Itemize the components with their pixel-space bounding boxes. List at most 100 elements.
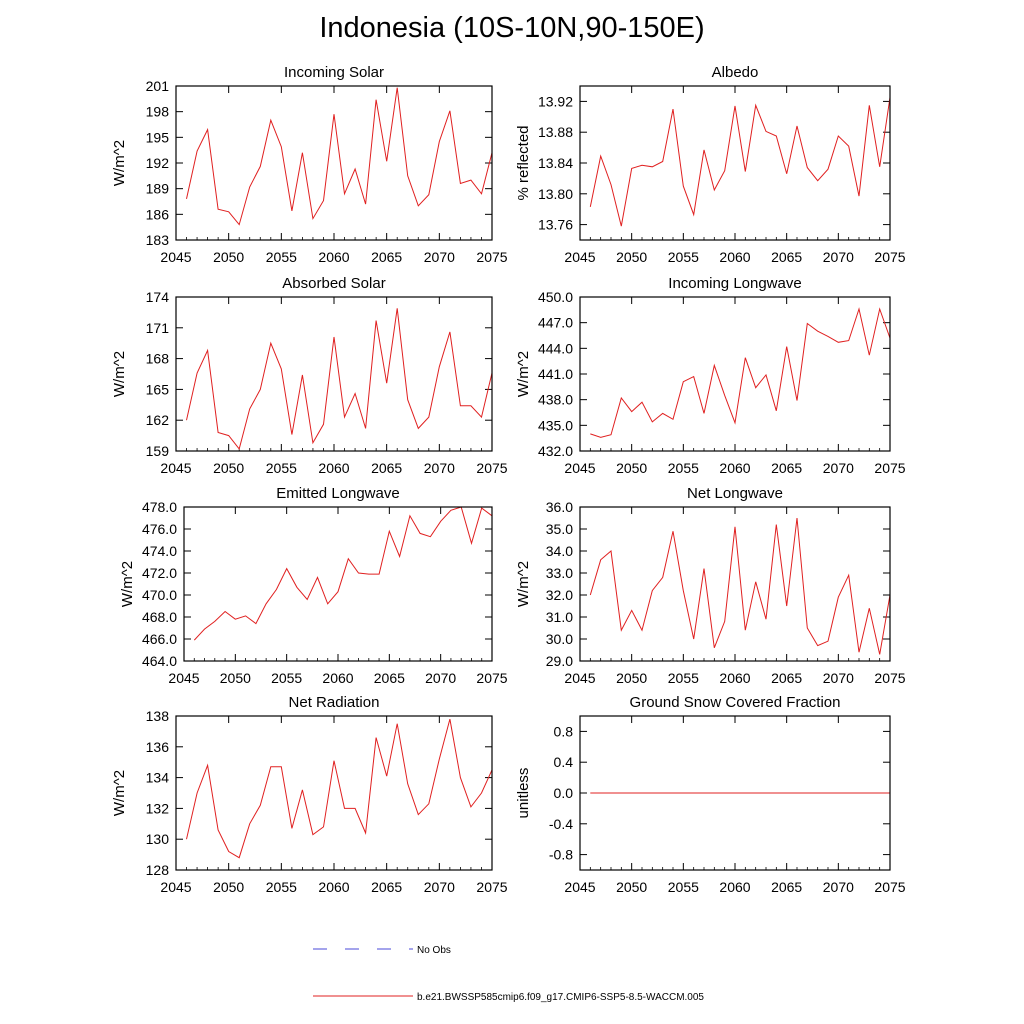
y-tick-label: 466.0 bbox=[142, 631, 177, 647]
y-tick-label: 32.0 bbox=[546, 587, 573, 603]
panel-title: Incoming Solar bbox=[284, 64, 384, 81]
y-tick-label: 447.0 bbox=[538, 315, 573, 331]
chart-panel-5: Emitted Longwave W/m^2 2045 2050 2055 2060 206… bbox=[119, 485, 508, 686]
x-tick-label: 2065 bbox=[374, 670, 405, 686]
y-tick-label: 432.0 bbox=[538, 443, 573, 459]
y-tick-label: 470.0 bbox=[142, 587, 177, 603]
y-tick-label: 189 bbox=[146, 181, 170, 197]
x-tick-label: 2065 bbox=[371, 460, 402, 476]
panel-title: Ground Snow Covered Fraction bbox=[630, 694, 841, 711]
x-tick-label: 2070 bbox=[424, 460, 455, 476]
y-tick-label: 183 bbox=[146, 232, 170, 248]
x-tick-label: 2075 bbox=[874, 460, 905, 476]
x-tick-label: 2045 bbox=[564, 460, 595, 476]
x-tick-label: 2060 bbox=[719, 460, 750, 476]
plot-frame bbox=[579, 715, 891, 871]
y-tick-label: 13.88 bbox=[538, 124, 573, 140]
y-axis-label: W/m^2 bbox=[119, 561, 136, 607]
series-line bbox=[589, 517, 891, 655]
plot-frame bbox=[175, 296, 493, 452]
x-tick-label: 2070 bbox=[424, 249, 455, 265]
panel-title: Absorbed Solar bbox=[282, 275, 385, 292]
x-tick-label: 2055 bbox=[266, 879, 297, 895]
x-tick-label: 2055 bbox=[668, 879, 699, 895]
y-tick-label: 441.0 bbox=[538, 366, 573, 382]
x-tick-label: 2050 bbox=[213, 249, 244, 265]
y-tick-label: 33.0 bbox=[546, 565, 573, 581]
y-tick-label: 34.0 bbox=[546, 543, 573, 559]
y-tick-label: 174 bbox=[146, 289, 170, 305]
panel-title: Emitted Longwave bbox=[276, 485, 399, 502]
y-tick-label: 195 bbox=[146, 129, 170, 145]
x-tick-label: 2075 bbox=[874, 879, 905, 895]
y-tick-label: 36.0 bbox=[546, 499, 573, 515]
y-axis-label: unitless bbox=[515, 768, 532, 819]
y-tick-label: 435.0 bbox=[538, 417, 573, 433]
y-tick-label: 13.76 bbox=[538, 217, 573, 233]
y-tick-label: 136 bbox=[146, 739, 170, 755]
series-line bbox=[193, 506, 493, 641]
chart-panel-4: Incoming Longwave W/m^2 2045 2050 2055 2060 20… bbox=[515, 275, 906, 476]
y-tick-label: 472.0 bbox=[142, 565, 177, 581]
y-tick-label: 31.0 bbox=[546, 609, 573, 625]
series-line bbox=[589, 97, 891, 227]
plot-frame bbox=[579, 506, 891, 662]
y-tick-label: 35.0 bbox=[546, 521, 573, 537]
x-tick-label: 2060 bbox=[322, 670, 353, 686]
y-axis-label: W/m^2 bbox=[111, 770, 128, 816]
y-axis-label: W/m^2 bbox=[111, 351, 128, 397]
x-tick-label: 2070 bbox=[424, 879, 455, 895]
figure-title: Indonesia (10S-10N,90-150E) bbox=[319, 12, 705, 44]
x-tick-label: 2055 bbox=[668, 670, 699, 686]
chart-panel-7: Net Radiation W/m^2 2045 2050 2055 2060 2065 20… bbox=[111, 694, 508, 895]
x-tick-label: 2045 bbox=[160, 460, 191, 476]
panel-title: Net Longwave bbox=[687, 485, 783, 502]
y-axis-label: % reflected bbox=[515, 125, 532, 200]
y-tick-label: 464.0 bbox=[142, 653, 177, 669]
plot-frame bbox=[175, 715, 493, 871]
x-tick-label: 2065 bbox=[371, 879, 402, 895]
series-line bbox=[590, 307, 891, 438]
y-tick-label: 159 bbox=[146, 443, 170, 459]
y-tick-label: 450.0 bbox=[538, 289, 573, 305]
y-tick-label: 165 bbox=[146, 381, 170, 397]
x-tick-label: 2050 bbox=[220, 670, 251, 686]
series-line bbox=[186, 87, 493, 226]
x-tick-label: 2075 bbox=[476, 670, 507, 686]
y-tick-label: 0.8 bbox=[554, 723, 574, 739]
y-tick-label: 132 bbox=[146, 800, 170, 816]
y-tick-label: 30.0 bbox=[546, 631, 573, 647]
x-tick-label: 2055 bbox=[271, 670, 302, 686]
x-tick-label: 2070 bbox=[823, 879, 854, 895]
y-axis-label: W/m^2 bbox=[111, 140, 128, 186]
y-tick-label: 192 bbox=[146, 155, 170, 171]
x-tick-label: 2075 bbox=[476, 460, 507, 476]
x-tick-label: 2045 bbox=[564, 879, 595, 895]
y-tick-label: 201 bbox=[146, 78, 170, 94]
y-tick-label: 468.0 bbox=[142, 609, 177, 625]
x-tick-label: 2065 bbox=[771, 670, 802, 686]
x-tick-label: 2050 bbox=[616, 670, 647, 686]
y-tick-label: 128 bbox=[146, 862, 170, 878]
y-tick-label: 478.0 bbox=[142, 499, 177, 515]
y-tick-label: 474.0 bbox=[142, 543, 177, 559]
chart-panel-6: Net Longwave W/m^2 2045 2050 2055 2060 2065 207… bbox=[515, 485, 906, 686]
x-tick-label: 2055 bbox=[668, 249, 699, 265]
chart-panel-2: Albedo % reflected 2045 2050 2055 2060 2065 207… bbox=[515, 64, 906, 265]
x-tick-label: 2070 bbox=[425, 670, 456, 686]
x-tick-label: 2045 bbox=[160, 879, 191, 895]
x-tick-label: 2060 bbox=[719, 249, 750, 265]
y-tick-label: 29.0 bbox=[546, 653, 573, 669]
plot-frame bbox=[183, 506, 493, 662]
x-tick-label: 2065 bbox=[771, 249, 802, 265]
x-tick-label: 2045 bbox=[160, 249, 191, 265]
x-tick-label: 2050 bbox=[213, 460, 244, 476]
y-tick-label: 162 bbox=[146, 412, 170, 428]
y-tick-label: -0.8 bbox=[549, 847, 573, 863]
y-axis-label: W/m^2 bbox=[515, 351, 532, 397]
plot-frame bbox=[175, 85, 493, 241]
chart-panel-1: Incoming Solar W/m^2 2045 2050 2055 2060 2065 2… bbox=[111, 64, 508, 265]
x-tick-label: 2045 bbox=[564, 249, 595, 265]
plot-frame bbox=[579, 85, 891, 241]
